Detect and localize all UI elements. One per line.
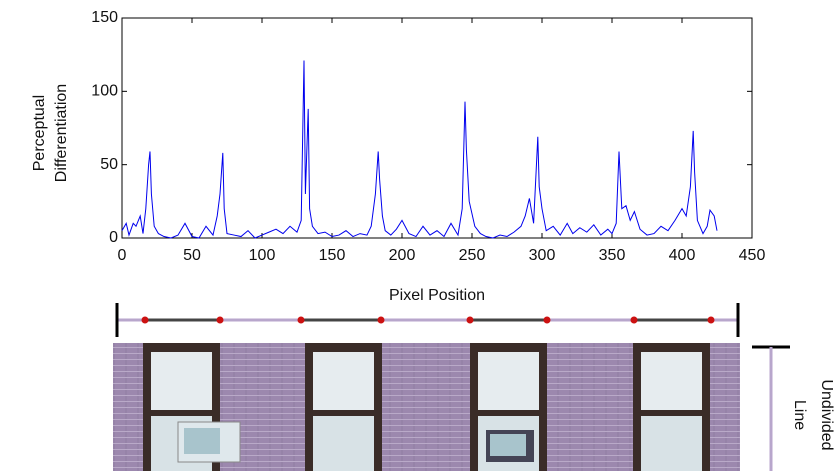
x-tick-label: 450 [739,247,766,264]
y-tick-label: 0 [109,229,118,246]
dot [297,316,305,324]
x-tick-label: 250 [459,247,486,264]
y-label: Perceptual Differentiation [31,84,70,182]
marker-label: Line [791,400,808,430]
dot [543,316,551,324]
dot [216,316,224,324]
x-tick-label: 50 [183,247,201,264]
y-label-line: Perceptual [31,95,48,172]
window [305,343,382,471]
plot-frame [121,17,753,239]
x-tick-label: 200 [389,247,416,264]
marker-label: Undivided [818,379,835,450]
y-tick-label: 100 [91,83,118,100]
x-tick-label: 350 [599,247,626,264]
line-diagram [115,303,740,337]
dot [466,316,474,324]
building-photo [113,343,740,471]
dots [141,316,715,324]
ac-grille [184,428,220,454]
x-tick-label: 300 [529,247,556,264]
dot [707,316,715,324]
x-label: Pixel Position [389,287,485,304]
ac-grille [490,434,526,456]
y-tick-label: 50 [100,156,118,173]
plot: 0 50 100 150 0 50 100 150 200 250 300 350 400 450 [91,9,765,264]
x-tick-label: 400 [669,247,696,264]
x-tick-label: 150 [319,247,346,264]
x-tick-label: 100 [249,247,276,264]
data-line [121,60,718,239]
window [633,343,710,471]
window [143,343,241,471]
dot [377,316,385,324]
y-tick-label: 150 [91,9,118,26]
dot [141,316,149,324]
x-tick-label: 0 [118,247,127,264]
dot [630,316,638,324]
window [470,343,547,471]
y-label-line: Differentiation [53,84,70,182]
undivided-line-marker: Undivided Line [752,345,835,471]
